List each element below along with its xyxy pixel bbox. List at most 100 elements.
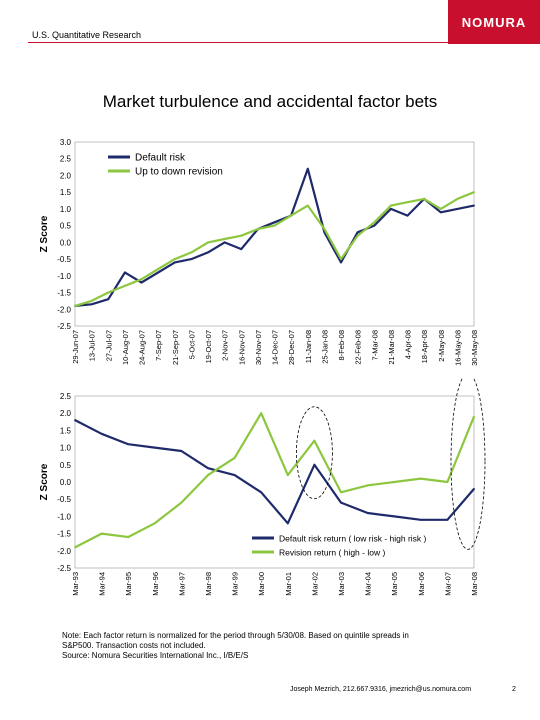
data-point [107,298,110,301]
data-point [393,481,396,483]
y-tick-label: 0.0 [60,238,72,247]
y-tick-label: 0.0 [60,478,72,487]
data-point [340,501,342,504]
data-point [439,208,442,210]
footnote: Note: Each factor return is normalized f… [62,631,482,661]
data-point [157,271,160,274]
x-tick-label: Mar-98 [204,572,213,596]
data-point [100,432,103,435]
nomura-logo: NOMURA [448,0,540,44]
legend-label: Revision return ( high - low ) [279,548,385,558]
note-line-1: Note: Each factor return is normalized f… [62,631,409,640]
y-tick-label: -2.5 [57,322,71,331]
x-tick-label: 27-Jul-07 [104,330,113,361]
x-tick-label: 24-Aug-07 [138,330,147,365]
data-point [180,450,183,452]
data-point [366,484,369,487]
x-tick-label: Mar-00 [257,572,266,596]
note-line-2: S&P500. Transaction costs not included. [62,641,206,650]
y-tick-label: 1.5 [60,188,72,197]
data-point [90,300,93,302]
data-point [157,268,160,271]
data-point [240,234,243,237]
data-point [446,481,449,483]
y-tick-label: 1.0 [60,205,72,214]
data-point [207,251,209,254]
x-tick-label: Mar-08 [470,572,479,596]
x-tick-label: Mar-06 [417,572,426,596]
annotation-circle-2008 [450,378,486,550]
x-tick-label: Mar-04 [364,572,373,596]
y-tick-label: -0.5 [57,495,71,504]
x-tick-label: Mar-97 [177,572,186,596]
data-point [446,518,449,521]
plot-area [74,141,475,327]
x-tick-label: 25-Jan-08 [320,330,329,364]
data-point [340,258,342,260]
plot-area [74,395,475,569]
legend-label: Up to down revision [135,167,223,178]
x-tick-label: 22-Feb-08 [354,330,363,365]
data-point [313,463,316,466]
data-point [286,474,289,477]
data-point [123,284,126,287]
series-line-a [74,419,475,525]
data-point [256,228,259,230]
x-tick-label: Mar-07 [443,572,452,596]
x-tick-label: 30-Nov-07 [254,330,263,365]
y-tick-label: 2.5 [60,392,72,401]
data-point [356,234,359,237]
data-point [74,419,76,421]
y-tick-label: -2.0 [57,547,71,556]
x-tick-label: 21-Mar-08 [387,330,396,365]
data-point [260,412,263,415]
data-point [107,291,110,294]
x-tick-label: 16-Nov-07 [237,330,246,365]
data-point [233,474,236,477]
x-tick-label: 8-Feb-08 [337,330,346,360]
x-tick-label: Mar-94 [98,572,107,596]
x-tick-label: Mar-01 [284,572,293,596]
x-tick-label: 28-Dec-07 [287,330,296,365]
data-point [340,261,342,264]
data-point [74,305,76,307]
header-rule [28,26,516,43]
data-point [240,248,243,250]
data-point [419,477,422,480]
x-tick-label: 2-May-08 [437,330,446,362]
data-point [456,208,459,210]
x-tick-label: Mar-99 [231,572,240,596]
data-point [100,532,103,535]
x-tick-label: Mar-93 [71,572,80,596]
data-point [153,522,156,525]
page-number: 2 [512,686,516,693]
series-line-a [74,167,475,307]
data-point [306,204,309,207]
footer-contact: Joseph Mezrich, 212.667.9316, jmezrich@u… [290,686,472,693]
y-tick-label: -1.5 [57,530,71,539]
y-tick-label: -1.0 [57,272,71,281]
y-tick-label: -1.0 [57,512,71,521]
data-point [207,474,209,477]
data-point [90,303,93,306]
data-point [306,167,309,170]
chart-factor-returns-history: 2.5 2.0 1.5 1.0 0.5 0.0 -0.5 -1.0 -1.5 -2.0 -2.5 Z … [39,378,486,596]
data-point [140,281,143,284]
data-point [153,446,156,449]
data-point [423,197,426,200]
data-point [207,241,209,244]
x-tick-label: Mar-05 [390,572,399,596]
chart-default-risk-vs-revision: 3.0 2.5 2.0 1.5 1.0 0.5 0.0 -0.5 -1.0 -1.5 -2.0 -2.… [39,138,479,366]
data-point [373,221,376,224]
x-tick-label: 21-Sep-07 [171,330,180,365]
y-tick-label: 3.0 [60,138,72,147]
data-point [373,224,376,227]
data-point [456,197,459,200]
data-point [389,204,392,207]
y-axis-label: Z Score [39,463,50,500]
data-point [190,251,193,254]
data-point [290,214,293,217]
slide-title: Market turbulence and accidental factor … [102,92,438,111]
data-point [207,467,209,470]
x-tick-label: Mar-95 [124,572,133,596]
